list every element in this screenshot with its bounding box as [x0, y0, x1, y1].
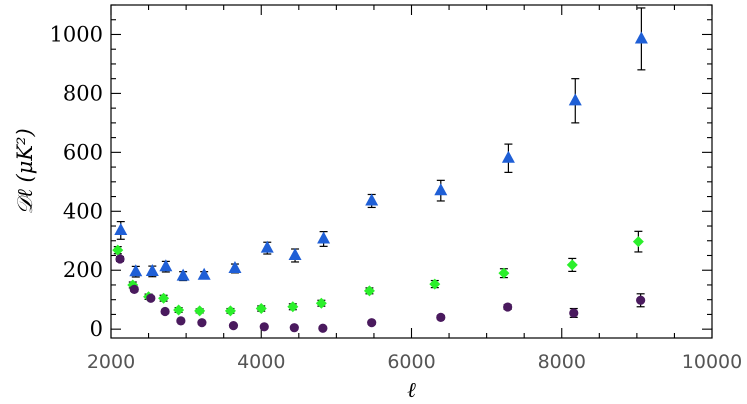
x-tick-label: 4000 [237, 351, 285, 373]
data-point-triangle [129, 264, 143, 277]
data-point-diamond [255, 303, 267, 315]
y-tick-label: 600 [63, 140, 103, 164]
x-tick-label: 2000 [87, 351, 135, 373]
data-point-circle [160, 306, 170, 317]
data-point-circle [436, 312, 446, 322]
data-point-triangle [228, 261, 242, 274]
y-tick-label: 0 [90, 317, 103, 341]
data-point-triangle [365, 193, 379, 206]
plot-frame [110, 4, 713, 339]
y-axis-label: 𝒟ℓ (μK²) [13, 128, 37, 214]
data-point-circle [569, 308, 579, 318]
data-point-triangle [501, 150, 515, 163]
data-point-triangle [197, 267, 211, 280]
data-point-triangle [634, 31, 648, 44]
data-point-triangle [176, 268, 190, 281]
data-point-diamond [224, 305, 236, 317]
data-point-circle [176, 316, 186, 326]
data-point-circle [503, 302, 513, 312]
data-point-circle [289, 323, 299, 333]
x-tick-label: 8000 [538, 351, 586, 373]
y-tick-label: 400 [63, 199, 103, 223]
tick-labels: 2000 4000 6000 8000 10000 0 200 400 600 800 1000 [50, 22, 743, 373]
data-point-circle [228, 321, 239, 331]
data-marks [112, 7, 648, 333]
y-tick-label: 800 [63, 81, 103, 105]
y-tick-label: 1000 [50, 22, 103, 46]
data-point-triangle [434, 183, 448, 196]
x-axis-label: ℓ [407, 378, 416, 402]
data-point-diamond [158, 292, 170, 304]
data-point-diamond [429, 278, 441, 290]
data-point-triangle [159, 259, 173, 272]
data-point-triangle [145, 263, 159, 276]
data-point-diamond [315, 297, 327, 309]
data-point-diamond [287, 301, 299, 313]
data-point-diamond [112, 244, 124, 256]
series-diamond [112, 230, 644, 317]
data-point-diamond [194, 305, 206, 317]
data-point-triangle [288, 248, 302, 261]
data-point-diamond [632, 236, 644, 248]
data-point-diamond [363, 285, 375, 297]
series-triangle [114, 7, 648, 282]
axis-ticks [110, 4, 713, 338]
data-point-circle [129, 284, 139, 294]
data-point-diamond [566, 259, 578, 271]
data-point-triangle [260, 240, 274, 253]
data-point-diamond [173, 304, 185, 316]
series-circle [115, 254, 646, 333]
data-point-circle [197, 318, 207, 328]
data-point-triangle [114, 222, 128, 235]
y-tick-label: 200 [63, 258, 103, 282]
data-point-circle [259, 322, 269, 332]
x-tick-label: 10000 [682, 351, 742, 373]
x-tick-label: 6000 [387, 351, 435, 373]
data-point-triangle [317, 231, 331, 244]
data-point-triangle [568, 93, 582, 106]
data-point-diamond [498, 267, 510, 279]
data-point-circle [318, 323, 328, 333]
data-point-circle [146, 293, 156, 303]
data-point-circle [636, 295, 646, 305]
data-point-circle [115, 254, 125, 264]
data-point-circle [367, 318, 377, 328]
